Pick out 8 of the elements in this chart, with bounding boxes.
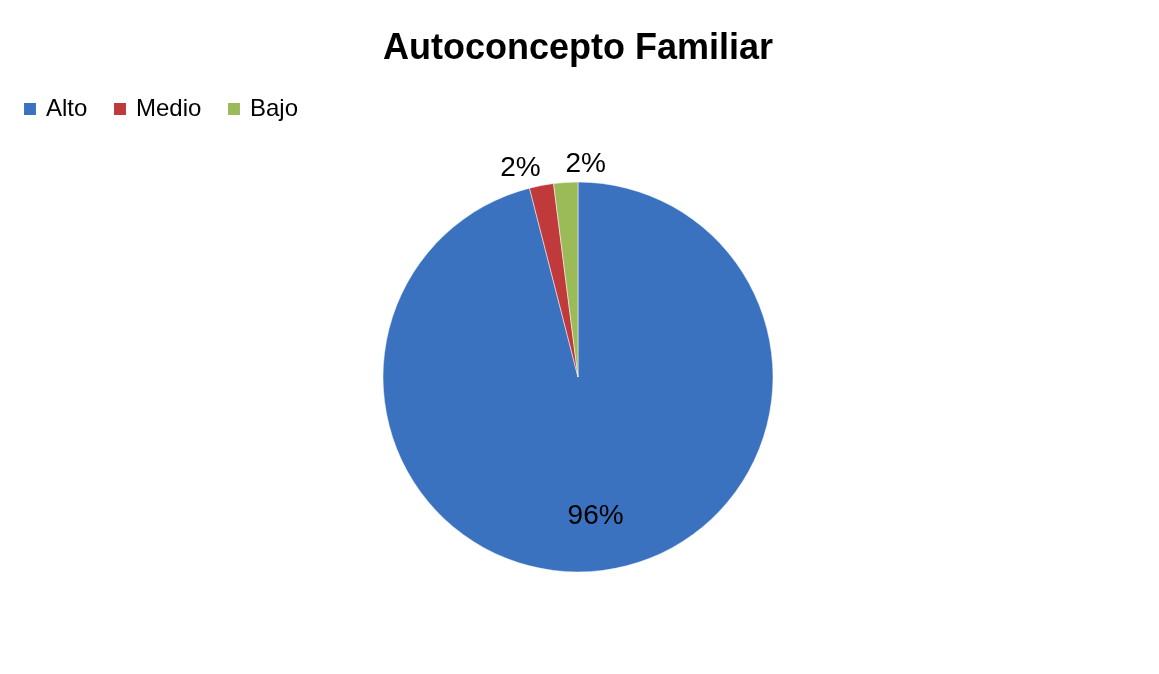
data-label: 2%	[565, 147, 606, 179]
data-label: 2%	[500, 150, 541, 182]
pie-slice	[382, 181, 774, 572]
chart-title: Autoconcepto Familiar	[382, 26, 774, 67]
legend-label: Bajo	[250, 94, 299, 121]
data-label: 96%	[567, 499, 624, 531]
legend-label: Medio	[136, 94, 202, 121]
legend-label: Alto	[46, 94, 88, 121]
